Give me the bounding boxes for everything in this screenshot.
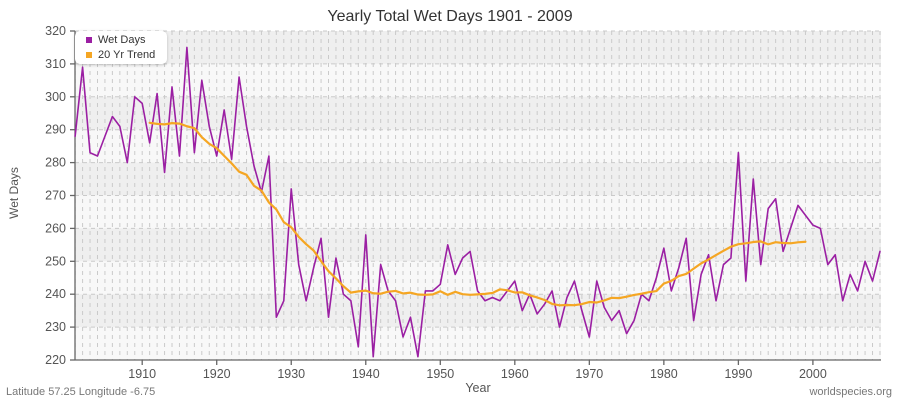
svg-text:1920: 1920: [203, 367, 231, 381]
svg-text:1930: 1930: [277, 367, 305, 381]
svg-text:310: 310: [45, 57, 66, 71]
svg-text:300: 300: [45, 90, 66, 104]
svg-text:1960: 1960: [501, 367, 529, 381]
svg-text:1980: 1980: [650, 367, 678, 381]
svg-text:320: 320: [45, 24, 66, 38]
svg-text:290: 290: [45, 123, 66, 137]
svg-text:240: 240: [45, 287, 66, 301]
svg-text:1940: 1940: [352, 367, 380, 381]
svg-text:250: 250: [45, 254, 66, 268]
svg-text:2000: 2000: [799, 367, 827, 381]
svg-text:1950: 1950: [426, 367, 454, 381]
svg-text:280: 280: [45, 156, 66, 170]
svg-text:1970: 1970: [575, 367, 603, 381]
svg-text:260: 260: [45, 221, 66, 235]
svg-text:230: 230: [45, 320, 66, 334]
svg-text:220: 220: [45, 353, 66, 367]
svg-text:1990: 1990: [724, 367, 752, 381]
svg-text:270: 270: [45, 189, 66, 203]
svg-text:1910: 1910: [128, 367, 156, 381]
